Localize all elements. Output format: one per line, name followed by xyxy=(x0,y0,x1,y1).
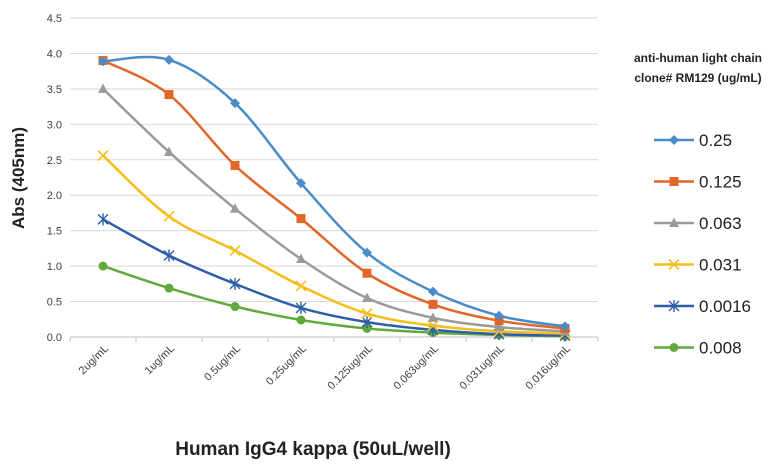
y-tick-label: 0.5 xyxy=(47,297,62,309)
x-tick-label: 0.25ug/mL xyxy=(264,343,309,388)
data-point xyxy=(98,261,108,271)
x-tick-label: 2ug/mL xyxy=(77,343,111,377)
legend-item-0.125: 0.125 xyxy=(654,173,742,192)
y-tick-label: 3.5 xyxy=(47,84,62,96)
series-0.063 xyxy=(98,83,570,336)
data-point xyxy=(230,98,240,109)
x-tick-label: 0.063ug/mL xyxy=(392,343,442,393)
legend-item-0.0016: 0.0016 xyxy=(654,297,751,316)
legend-label: 0.25 xyxy=(699,131,732,150)
data-point xyxy=(295,301,307,314)
y-axis-ticks: 0.0 0.5 1.0 1.5 2.0 2.5 3.0 3.5 4.0 4.5 xyxy=(47,13,62,344)
data-point xyxy=(97,213,109,226)
legend-item-0.25: 0.25 xyxy=(654,131,732,150)
data-point xyxy=(560,321,570,332)
data-point xyxy=(229,244,241,257)
x-tick-label: 0.125ug/mL xyxy=(326,343,376,393)
data-point xyxy=(362,268,372,278)
data-point xyxy=(229,277,241,290)
legend-marker xyxy=(669,177,679,186)
data-point xyxy=(230,160,240,170)
x-tick-label: 0.5ug/mL xyxy=(202,343,243,384)
legend-marker xyxy=(668,258,680,271)
data-point xyxy=(494,321,504,332)
data-point xyxy=(428,312,438,322)
y-axis-title: Abs (405nm) xyxy=(9,127,28,229)
legend-item-0.008: 0.008 xyxy=(654,339,742,358)
series-line xyxy=(102,154,566,335)
data-point xyxy=(98,56,108,67)
legend-item-0.031: 0.031 xyxy=(654,256,742,275)
data-point xyxy=(230,203,240,213)
data-point xyxy=(164,90,174,100)
data-point xyxy=(296,178,306,189)
series-line xyxy=(102,55,566,328)
data-point xyxy=(164,283,174,293)
data-point xyxy=(230,302,240,312)
legend-item-0.063: 0.063 xyxy=(654,214,742,233)
data-point xyxy=(164,54,174,65)
series-line xyxy=(102,87,566,333)
legend-marker xyxy=(668,300,680,312)
y-tick-label: 2.0 xyxy=(47,190,62,202)
y-tick-label: 2.5 xyxy=(47,155,62,167)
legend-label: 0.031 xyxy=(699,256,742,275)
x-axis-ticks: 2ug/mL 1ug/mL 0.5ug/mL 0.25ug/mL 0.125ug/mL 0… xyxy=(69,337,599,393)
x-tick-label: 1ug/mL xyxy=(143,343,177,377)
data-point xyxy=(494,310,504,321)
data-point xyxy=(428,299,438,309)
legend-label: 0.063 xyxy=(699,214,742,233)
data-point xyxy=(362,323,372,333)
legend: 0.25 0.125 0.063 0.031 0.0016 0.008 xyxy=(654,131,751,358)
legend-label: 0.0016 xyxy=(699,297,751,316)
data-point xyxy=(362,247,372,258)
x-tick-label: 0.031ug/mL xyxy=(458,343,508,393)
series-group xyxy=(97,54,571,342)
data-point xyxy=(97,149,109,162)
y-tick-label: 4.0 xyxy=(47,48,62,60)
data-point xyxy=(98,83,108,93)
y-tick-label: 3.0 xyxy=(47,119,62,131)
y-tick-label: 4.5 xyxy=(47,13,62,25)
data-point xyxy=(164,146,174,156)
data-point xyxy=(163,249,175,262)
x-tick-label: 0.016ug/mL xyxy=(524,343,574,393)
legend-marker xyxy=(669,343,679,352)
data-point xyxy=(427,320,439,332)
series-0.0016 xyxy=(97,213,571,342)
x-axis-title: Human IgG4 kappa (50uL/well) xyxy=(175,439,451,460)
grid-lines xyxy=(70,17,598,303)
data-point xyxy=(295,280,307,292)
y-tick-label: 0.0 xyxy=(47,332,62,344)
data-point xyxy=(361,316,373,329)
data-point xyxy=(296,315,306,325)
legend-label: 0.008 xyxy=(699,339,742,358)
legend-marker xyxy=(669,217,679,227)
legend-title-line-1: anti-human light chain xyxy=(634,51,762,65)
data-point xyxy=(361,308,373,320)
legend-marker xyxy=(669,135,679,145)
y-tick-label: 1.5 xyxy=(47,226,62,238)
legend-title-line-2: clone# RM129 (ug/mL) xyxy=(634,71,761,85)
series-0.031 xyxy=(97,149,571,340)
data-point xyxy=(296,253,306,264)
series-0.25 xyxy=(98,54,570,332)
data-point xyxy=(296,214,306,224)
y-tick-label: 1.0 xyxy=(47,261,62,273)
data-point xyxy=(163,210,175,223)
series-line xyxy=(102,218,566,337)
legend-label: 0.125 xyxy=(699,173,742,192)
data-point xyxy=(428,286,438,297)
data-point xyxy=(362,292,372,303)
series-line xyxy=(102,59,566,330)
